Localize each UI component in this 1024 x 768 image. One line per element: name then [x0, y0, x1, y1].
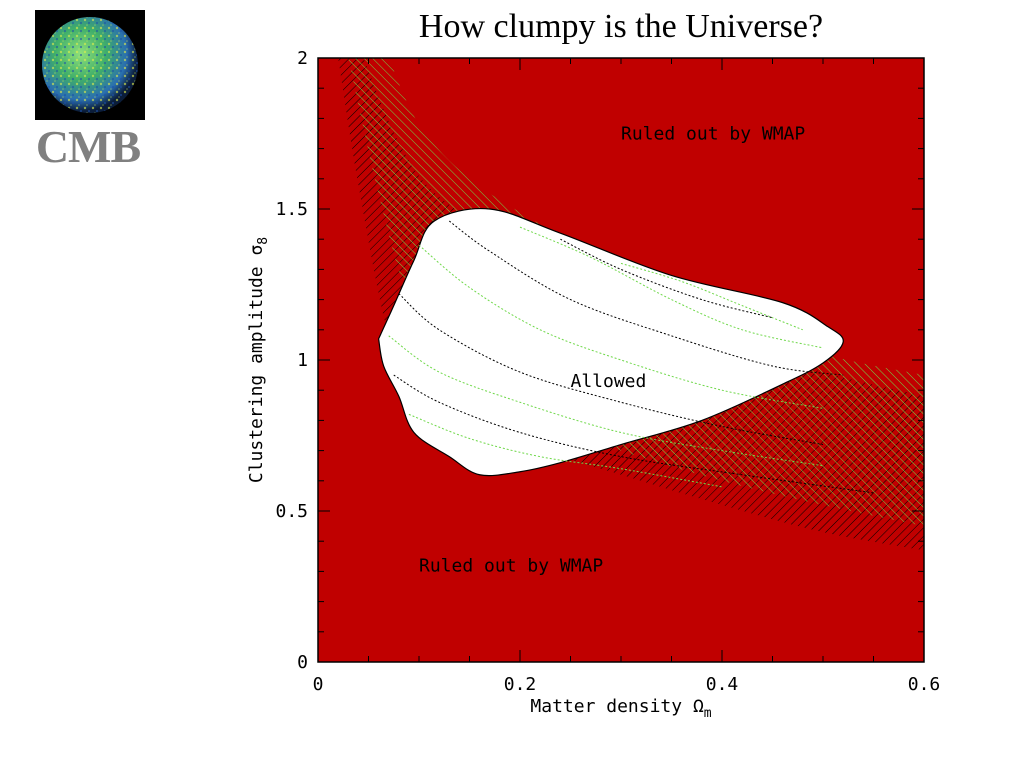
contour-curve-5	[393, 374, 874, 494]
y-tick-label: 1.5	[275, 199, 308, 220]
annotation-allowed: Allowed	[571, 371, 647, 392]
x-tick-label: 0.2	[504, 674, 537, 695]
contour-curve-8	[560, 238, 773, 319]
x-tick-label: 0.4	[706, 674, 739, 695]
y-tick-label: 1	[297, 350, 308, 371]
x-tick-label: 0	[313, 674, 324, 695]
cmb-sphere-icon	[42, 17, 138, 113]
allowed-region	[377, 207, 844, 477]
x-axis-label: Matter density Ωm	[530, 696, 711, 721]
y-tick-label: 0.5	[275, 501, 308, 522]
x-tick-label: 0.6	[908, 674, 941, 695]
contour-curve-3	[398, 293, 824, 446]
cmb-label: CMB	[35, 121, 141, 172]
y-tick-label: 2	[297, 48, 308, 69]
cmb-sky-map-icon	[35, 10, 145, 120]
annotation-ruled-out-1: Ruled out by WMAP	[621, 124, 805, 145]
contour-curve-6	[408, 413, 723, 488]
y-tick-label: 0	[297, 652, 308, 673]
contour-curve-2	[418, 244, 824, 409]
y-axis-label: Clustering amplitude σ8	[246, 237, 271, 483]
contour-curve-7	[519, 226, 824, 349]
contour-curve-4	[388, 335, 824, 467]
annotation-ruled-out-2: Ruled out by WMAP	[419, 555, 603, 576]
slide-title: How clumpy is the Universe?	[418, 8, 824, 45]
